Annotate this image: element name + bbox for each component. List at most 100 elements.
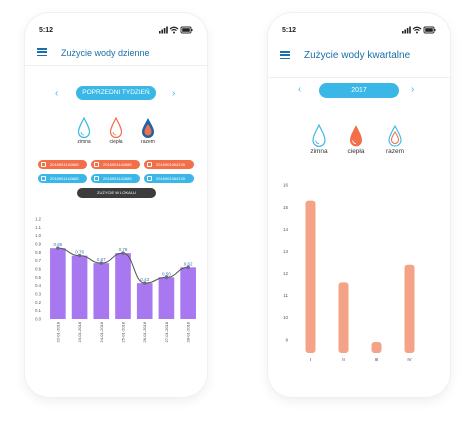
bar <box>404 264 415 353</box>
y-tick-label: 0.8 <box>35 250 41 255</box>
meter-pill-cold[interactable]: 2016901064135 <box>144 174 194 183</box>
water-type-cold[interactable]: zimna <box>306 124 332 155</box>
meter-icon <box>147 176 152 181</box>
x-tick-label: 22-01-2018 <box>55 321 60 342</box>
meter-icon <box>41 162 46 167</box>
hamburger-menu-icon[interactable] <box>37 48 47 57</box>
bar <box>136 283 153 319</box>
trend-point <box>121 251 125 255</box>
y-tick-label: 10 <box>283 315 289 320</box>
y-tick-label: 15 <box>283 205 289 210</box>
bar <box>71 255 88 319</box>
meter-pill-cold[interactable]: 2016901142685 <box>91 174 140 183</box>
hot-water-drop-icon <box>350 125 362 147</box>
meter-pill-hot[interactable]: 2016901064135 <box>144 160 194 169</box>
next-period-arrow-icon[interactable]: › <box>411 84 415 95</box>
drop-label-hot: ciepła <box>347 148 365 155</box>
data-label: 0.79 <box>119 247 128 252</box>
trend-point <box>56 246 60 250</box>
meter-icon <box>147 162 152 167</box>
total-water-drop-icon <box>142 118 154 138</box>
total-water-drop-icon <box>388 124 402 147</box>
local-usage-button[interactable]: ZUŻYCIE W LOKALU <box>77 188 156 198</box>
drop-label-total: razem <box>141 139 155 145</box>
bar <box>371 341 382 353</box>
previous-period-arrow-icon[interactable]: ‹ <box>298 84 302 95</box>
drop-label-hot: ciepła <box>109 139 123 145</box>
data-label: 0.50 <box>162 271 171 276</box>
y-tick-label: 0.3 <box>35 292 41 297</box>
x-tick-label: 27-01-2018 <box>164 321 169 342</box>
hot-water-drop-icon <box>109 117 123 139</box>
status-icons <box>159 25 193 37</box>
status-time: 5:12 <box>282 27 297 34</box>
drop-label-total: razem <box>385 148 405 155</box>
y-tick-label: 1.2 <box>35 217 41 222</box>
water-type-total[interactable]: razem <box>382 124 408 155</box>
drop-label-cold: zimna <box>310 148 328 155</box>
status-time: 5:12 <box>39 27 54 34</box>
water-type-hot[interactable]: ciepła <box>343 124 369 155</box>
bar <box>305 200 316 353</box>
y-tick-label: 0.4 <box>35 283 41 288</box>
signal-wifi-battery-icon <box>402 26 436 34</box>
signal-wifi-battery-icon <box>159 26 193 34</box>
quarterly-phone-screen: 5:12 Zużycie wody kwartalne ‹ 2017 › <box>268 13 450 397</box>
daily-phone-screen: 5:12 Zużycie wody dzienne ‹ POPRZEDNI TY… <box>25 13 207 397</box>
bar <box>50 248 66 319</box>
cold-water-drop-icon <box>312 124 326 147</box>
y-tick-label: 0.6 <box>35 267 41 272</box>
y-tick-label: 11 <box>283 293 288 298</box>
status-bar: 5:12 <box>39 25 193 37</box>
app-bar: Zużycie wody kwartalne <box>268 43 450 78</box>
x-tick-label: 23-01-2018 <box>77 321 82 342</box>
y-tick-label: 16 <box>283 183 289 188</box>
y-tick-label: 0.0 <box>35 317 41 322</box>
bar <box>158 277 175 319</box>
y-tick-label: 1.0 <box>35 233 41 238</box>
x-tick-label: 24-01-2018 <box>99 321 104 342</box>
y-tick-label: 9 <box>285 337 288 342</box>
bar <box>115 253 131 319</box>
water-type-cold[interactable]: zimna <box>72 117 96 145</box>
trend-point <box>186 265 190 270</box>
water-type-total[interactable]: razem <box>136 117 160 145</box>
hamburger-menu-icon[interactable] <box>280 51 290 60</box>
trend-point <box>77 253 82 258</box>
y-tick-label: 1.1 <box>35 225 41 230</box>
daily-usage-chart: 0.0 0.1 0.2 0.3 0.4 0.5 0.6 0.7 0.8 0.9 1.0 1.1 1.2 0… <box>35 217 196 342</box>
x-tick-label: 26-01-2018 <box>142 321 147 342</box>
y-tick-label: 14 <box>283 227 289 232</box>
meter-icon <box>41 176 46 181</box>
y-tick-label: 0.7 <box>35 258 41 263</box>
data-label: 0.85 <box>53 242 62 247</box>
data-label: 0.67 <box>97 257 106 262</box>
meter-icon <box>94 162 99 167</box>
bar <box>338 282 349 353</box>
y-tick-label: 0.5 <box>35 275 41 280</box>
data-label: 0.62 <box>184 261 193 266</box>
previous-period-arrow-icon[interactable]: ‹ <box>55 88 59 99</box>
meter-pill-hot[interactable]: 2016901142685 <box>91 160 140 169</box>
period-selector[interactable]: POPRZEDNI TYDZIEŃ <box>76 86 156 100</box>
bar <box>93 263 110 319</box>
page-title: Zużycie wody dzienne <box>61 48 150 58</box>
cold-water-drop-icon <box>77 117 91 139</box>
meter-pill-hot[interactable]: 2016901142685 <box>38 160 87 169</box>
x-tick-label: 28-01-2018 <box>186 321 191 342</box>
x-tick-label: IV <box>407 357 411 362</box>
status-bar: 5:12 <box>282 26 436 37</box>
drop-label-cold: zimna <box>77 139 91 145</box>
trend-point <box>99 261 104 265</box>
page-title: Zużycie wody kwartalne <box>304 50 411 61</box>
trend-point <box>142 281 147 285</box>
period-selector[interactable]: 2017 <box>319 83 399 98</box>
meter-pill-cold[interactable]: 2016901142685 <box>38 174 87 183</box>
trend-point <box>164 275 169 280</box>
next-period-arrow-icon[interactable]: › <box>172 88 176 99</box>
y-tick-label: 0.2 <box>35 300 41 305</box>
water-type-hot[interactable]: ciepła <box>104 117 128 145</box>
x-tick-label: III <box>375 357 379 362</box>
y-tick-label: 13 <box>283 249 289 254</box>
